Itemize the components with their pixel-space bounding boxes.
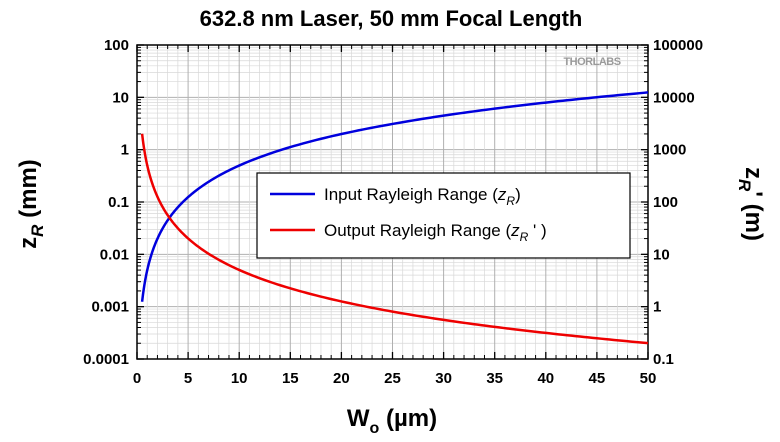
y-axis-label: zR (mm): [15, 159, 47, 249]
x-tick-labels: 0 5 10 15 20 25 30 35 40 45 50: [133, 370, 657, 387]
legend-input-symbol: z: [497, 185, 507, 204]
x-tick-label: 5: [184, 370, 192, 387]
legend-box: [256, 172, 631, 259]
legend-input-main: Input Rayleigh Range (: [324, 185, 498, 204]
x-axis-label-unit: (µm): [379, 405, 437, 432]
legend-label-output: Output Rayleigh Range (zR ' ): [324, 221, 547, 244]
axis-ticks: [136, 44, 649, 360]
legend: Input Rayleigh Range (zR) Output Rayleig…: [256, 172, 631, 259]
y-tick-label: 10: [112, 89, 129, 106]
x-tick-label: 50: [640, 370, 657, 387]
y2-axis-label-prime: ': [740, 191, 767, 197]
y-axis-label-unit: (mm): [15, 159, 42, 224]
legend-input-close: ): [515, 185, 521, 204]
x-tick-label: 20: [333, 370, 350, 387]
y2-tick-label: 100: [653, 194, 678, 211]
x-tick-label: 15: [282, 370, 299, 387]
y-tick-label: 0.001: [91, 299, 129, 316]
y2-tick-label: 1: [653, 299, 661, 316]
y-tick-label: 1: [121, 142, 129, 159]
y2-tick-label: 10000: [653, 89, 695, 106]
y-tick-label: 0.1: [108, 194, 129, 211]
watermark: THORLABS: [563, 56, 621, 68]
x-tick-label: 10: [231, 370, 248, 387]
chart-title: 632.8 nm Laser, 50 mm Focal Length: [200, 6, 583, 31]
y2-axis-label-main: z: [740, 167, 767, 179]
series-line-input-rayleigh-range: [140, 91, 649, 302]
y-tick-labels: 0.0001 0.001 0.01 0.1 1 10 100: [83, 37, 129, 368]
y-tick-label: 0.01: [100, 246, 129, 263]
x-axis-label-subscript: o: [370, 420, 380, 437]
legend-label-input: Input Rayleigh Range (zR): [324, 185, 521, 208]
y2-tick-label: 10: [653, 246, 670, 263]
x-tick-label: 40: [537, 370, 554, 387]
legend-output-prime: ': [528, 221, 536, 240]
y2-tick-label: 0.1: [653, 351, 674, 368]
y-axis-label-subscript: R: [28, 224, 47, 237]
x-tick-label: 0: [133, 370, 141, 387]
x-tick-label: 35: [486, 370, 503, 387]
legend-output-main: Output Rayleigh Range (: [324, 221, 511, 240]
x-tick-label: 30: [435, 370, 452, 387]
y2-tick-label: 1000: [653, 142, 686, 159]
y-axis-label-main: z: [15, 237, 42, 249]
legend-output-subscript: R: [520, 230, 529, 244]
series-lines: [140, 91, 649, 345]
y2-axis-label-unit: (m): [740, 197, 767, 241]
y2-tick-labels: 0.1 1 10 100 1000 10000 100000: [653, 37, 703, 368]
y2-tick-label: 100000: [653, 37, 703, 54]
x-axis-label: Wo (µm): [347, 405, 437, 437]
y-tick-label: 100: [104, 37, 129, 54]
x-tick-label: 45: [589, 370, 606, 387]
legend-input-subscript: R: [506, 194, 515, 208]
y-tick-label: 0.0001: [83, 351, 129, 368]
legend-output-close: ): [536, 221, 546, 240]
series-line-output-rayleigh-range: [140, 133, 649, 345]
legend-output-symbol: z: [510, 221, 520, 240]
y2-axis-label: zR' (m): [735, 167, 767, 241]
watermark-logo: THORLABS: [563, 56, 620, 68]
x-tick-label: 25: [384, 370, 401, 387]
y2-axis-label-subscript: R: [735, 179, 754, 192]
x-axis-label-main: W: [347, 405, 370, 432]
